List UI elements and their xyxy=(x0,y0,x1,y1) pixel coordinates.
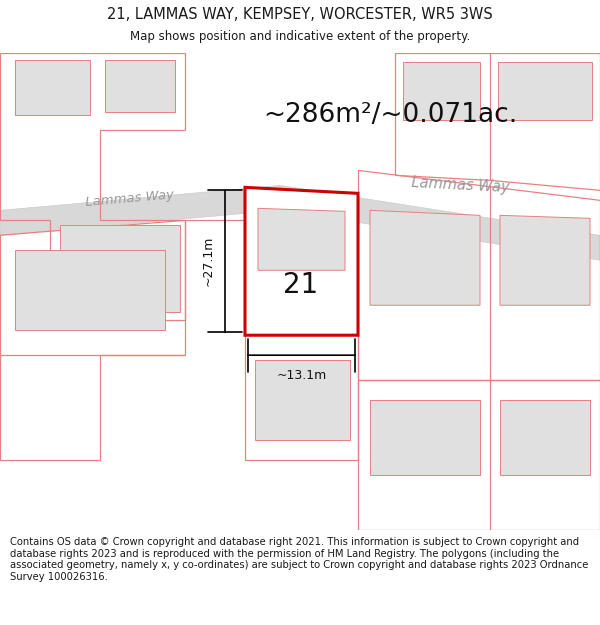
Polygon shape xyxy=(403,62,480,121)
Polygon shape xyxy=(370,211,480,305)
Polygon shape xyxy=(245,188,358,335)
Polygon shape xyxy=(15,61,90,116)
Polygon shape xyxy=(500,216,590,305)
Polygon shape xyxy=(255,360,350,440)
Polygon shape xyxy=(280,186,600,260)
Polygon shape xyxy=(498,62,592,121)
Polygon shape xyxy=(105,61,175,112)
Polygon shape xyxy=(15,250,165,330)
Text: Lammas Way: Lammas Way xyxy=(410,175,509,196)
Text: Lammas Way: Lammas Way xyxy=(85,188,175,209)
Polygon shape xyxy=(258,208,345,270)
Polygon shape xyxy=(370,400,480,475)
Polygon shape xyxy=(0,186,280,235)
Text: Contains OS data © Crown copyright and database right 2021. This information is : Contains OS data © Crown copyright and d… xyxy=(10,537,589,582)
Text: ~13.1m: ~13.1m xyxy=(277,369,326,382)
Polygon shape xyxy=(500,400,590,475)
Text: ~286m²/~0.071ac.: ~286m²/~0.071ac. xyxy=(263,102,517,128)
Text: 21: 21 xyxy=(283,271,319,299)
Polygon shape xyxy=(60,226,180,312)
Text: ~27.1m: ~27.1m xyxy=(202,236,215,286)
Text: Map shows position and indicative extent of the property.: Map shows position and indicative extent… xyxy=(130,30,470,43)
Text: 21, LAMMAS WAY, KEMPSEY, WORCESTER, WR5 3WS: 21, LAMMAS WAY, KEMPSEY, WORCESTER, WR5 … xyxy=(107,7,493,22)
